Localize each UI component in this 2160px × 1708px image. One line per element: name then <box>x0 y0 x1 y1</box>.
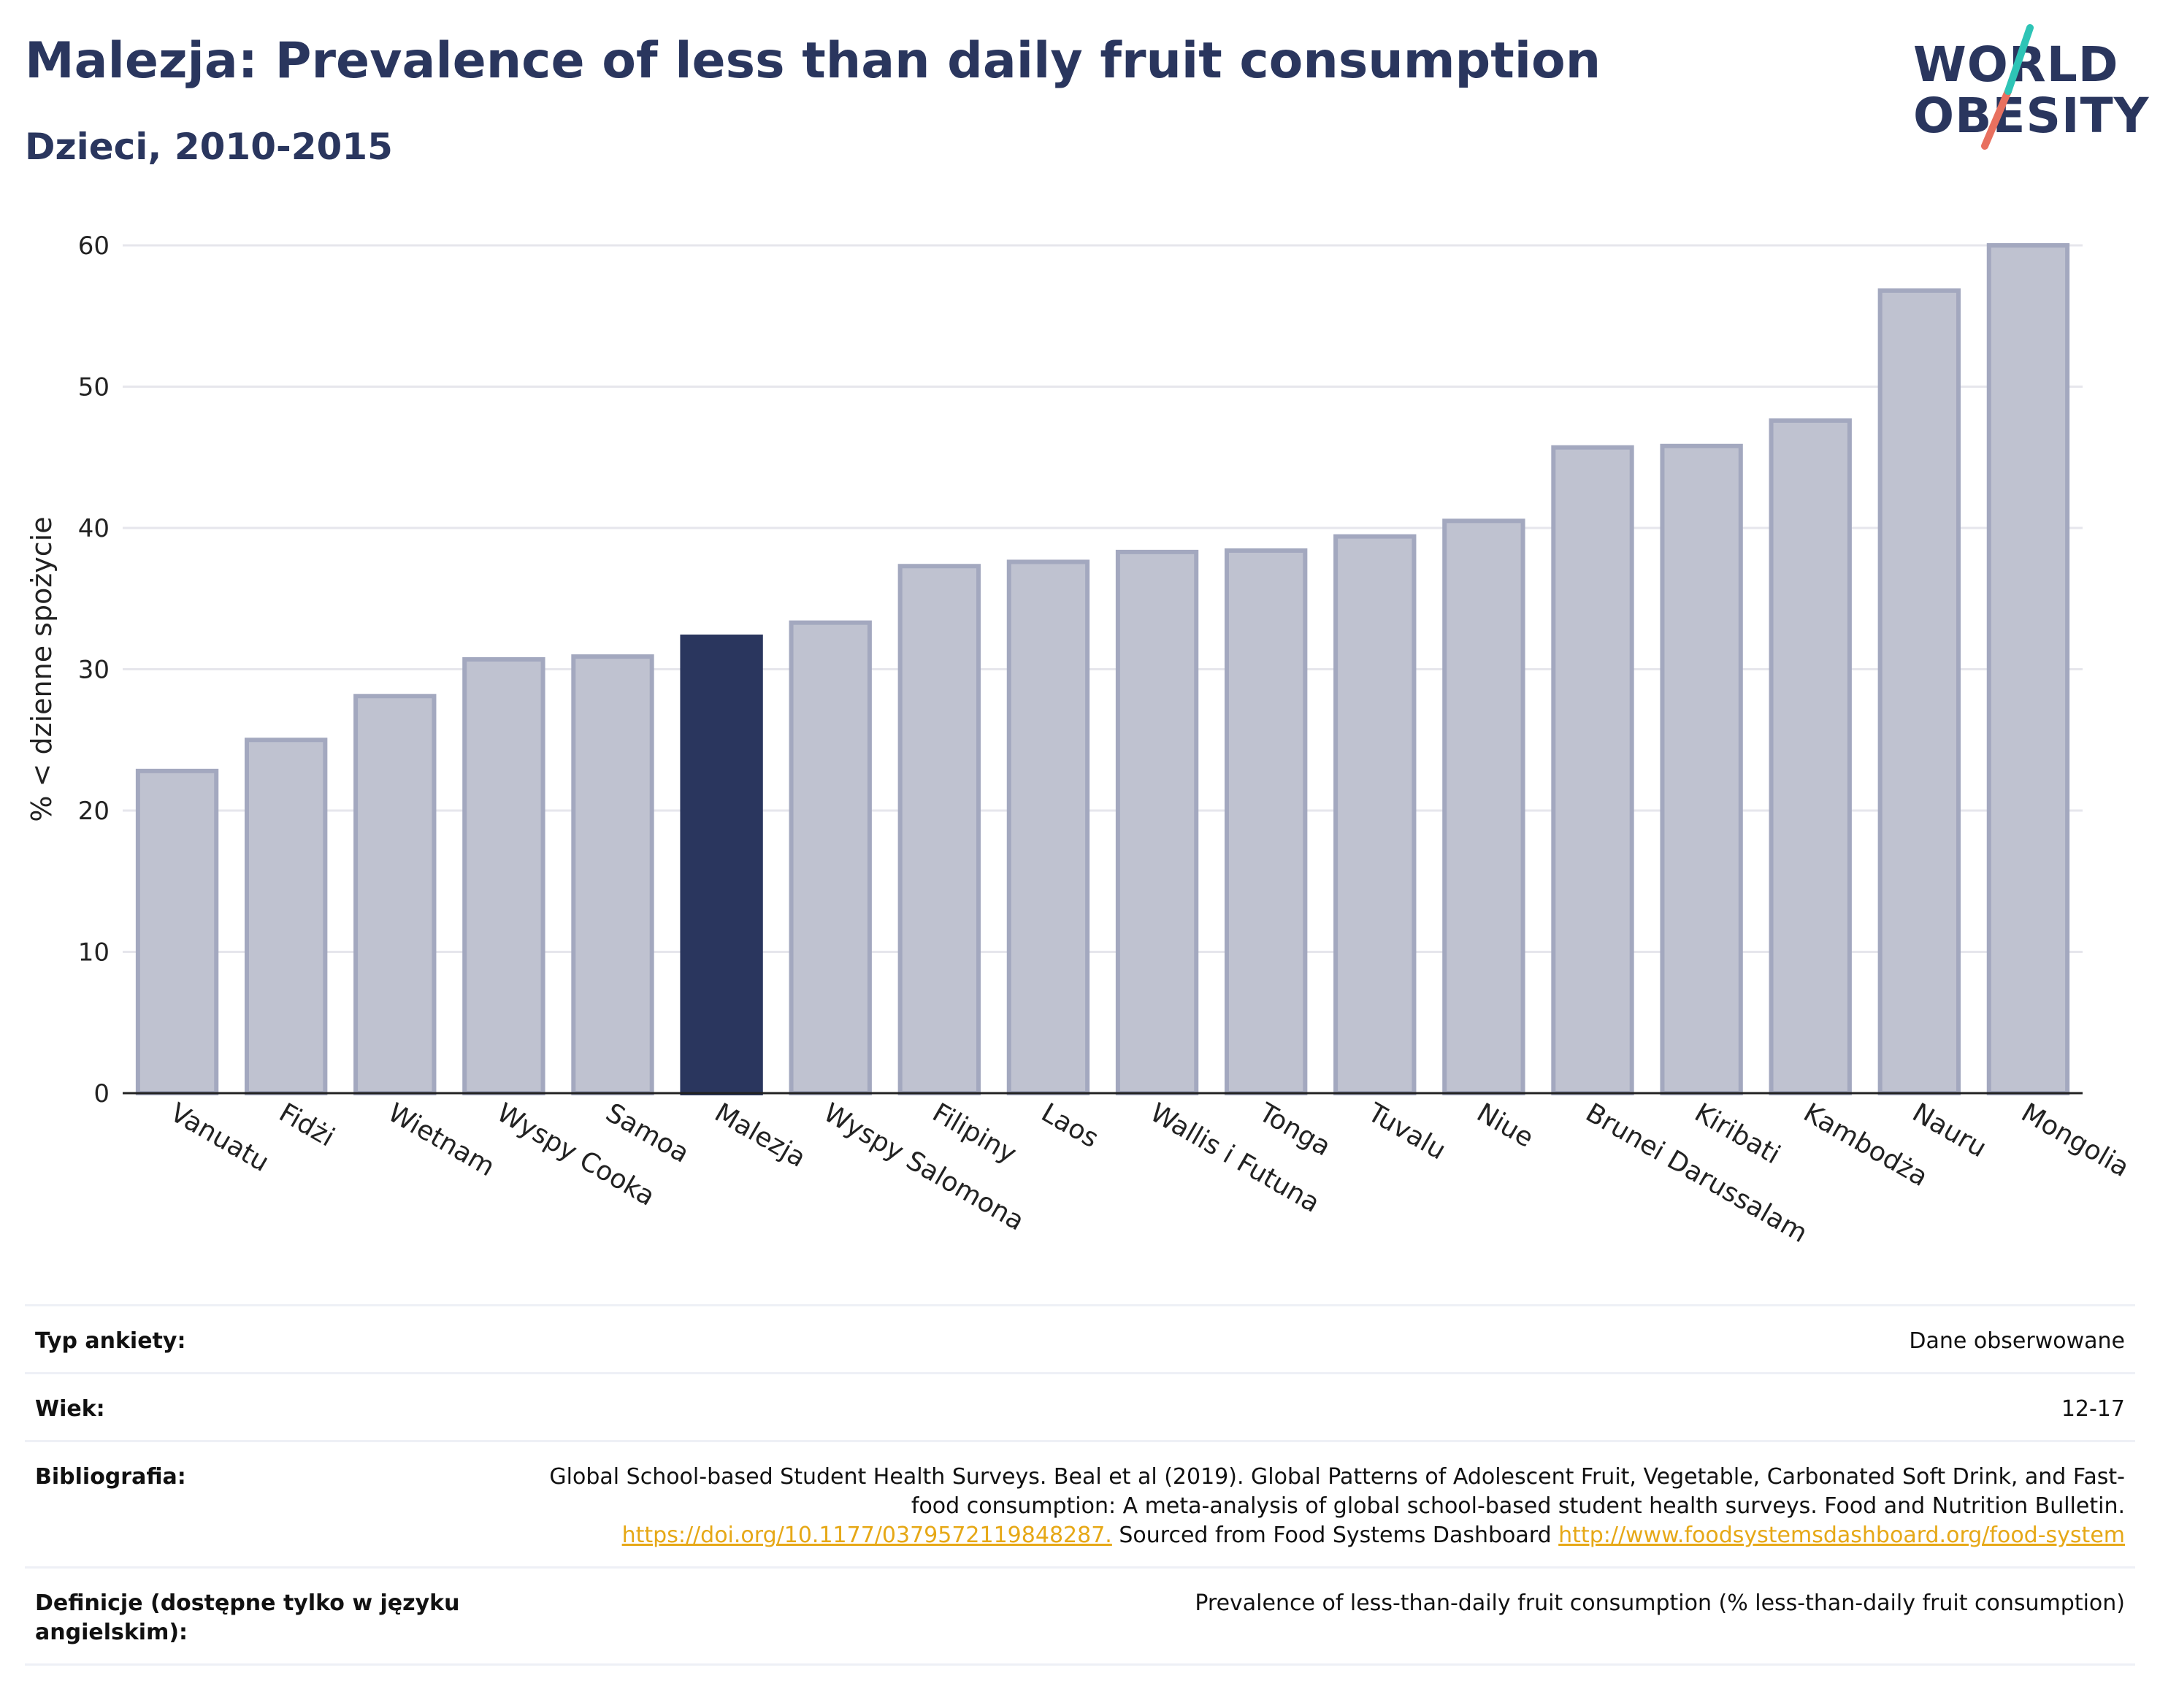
grid-lines <box>123 244 2083 953</box>
bars <box>135 243 2070 1095</box>
y-tick-label: 60 <box>78 231 110 261</box>
logo-line-obesity: OBESITY <box>1913 88 2150 144</box>
y-tick-label: 40 <box>78 514 110 543</box>
bar-fidżi <box>244 738 328 1095</box>
y-tick-label: 50 <box>78 373 110 402</box>
x-tick-label: Nauru <box>1907 1098 1991 1163</box>
x-tick-label: Fidżi <box>274 1098 340 1152</box>
x-tick-label: Wyspy Salomona <box>819 1098 1030 1236</box>
x-tick-label: Samoa <box>601 1098 694 1169</box>
bar-malezja <box>680 634 763 1095</box>
meta-label-age: Wiek: <box>35 1396 105 1422</box>
bar-kambodża <box>1769 418 1852 1095</box>
x-tick-label: Mongolia <box>2016 1098 2134 1183</box>
chart-subtitle: Dzieci, 2010-2015 <box>25 126 393 168</box>
y-tick-label: 10 <box>78 938 110 968</box>
x-tick-label: Tuvalu <box>1362 1098 1450 1166</box>
world-obesity-logo[interactable]: WORLD OBESITY <box>1899 22 2150 153</box>
bar-wietnam <box>353 694 437 1095</box>
x-tick-label: Laos <box>1036 1098 1103 1154</box>
bar-niue <box>1442 518 1525 1095</box>
bibliography-source-text: Sourced from Food Systems Dashboard <box>1111 1523 1559 1548</box>
meta-value-bibliography: Global School-based Student Health Surve… <box>502 1463 2125 1550</box>
x-tick-label: Malezja <box>710 1098 811 1173</box>
y-tick-label: 30 <box>78 656 110 685</box>
bar-wallis-i-futuna <box>1115 549 1199 1095</box>
bar-brunei-darussalam <box>1551 445 1634 1095</box>
bar-wyspy-cooka <box>462 656 545 1095</box>
meta-row-definitions: Definicje (dostępne tylko w języku angie… <box>25 1566 2135 1666</box>
meta-row-bibliography: Bibliografia: Global School-based Studen… <box>25 1440 2135 1566</box>
bar-filipiny <box>897 564 981 1095</box>
meta-label-definitions: Definicje (dostępne tylko w języku angie… <box>35 1590 460 1645</box>
meta-value-definitions: Prevalence of less-than-daily fruit cons… <box>1195 1590 2125 1616</box>
x-tick-label: Vanuatu <box>165 1098 274 1178</box>
x-tick-label: Tonga <box>1253 1098 1336 1163</box>
meta-value-age: 12-17 <box>2061 1396 2125 1422</box>
bar-mongolia <box>1986 243 2070 1095</box>
bar-tuvalu <box>1333 534 1417 1095</box>
y-tick-label: 0 <box>93 1079 110 1108</box>
bar-samoa <box>571 654 654 1095</box>
meta-label-survey-type: Typ ankiety: <box>35 1328 186 1354</box>
x-tick-label: Kambodża <box>1799 1098 1933 1192</box>
y-axis-title: % < dzienne spożycie <box>26 516 58 822</box>
logo-slash-icon <box>1981 24 2034 150</box>
meta-row-survey-type: Typ ankiety: Dane obserwowane <box>25 1304 2135 1372</box>
y-tick-label: 20 <box>78 797 110 826</box>
x-tick-label: Kiribati <box>1690 1098 1785 1170</box>
x-tick-label: Filipiny <box>927 1098 1022 1169</box>
bar-kiribati <box>1660 443 1743 1095</box>
y-axis: 0 10 20 30 40 50 60 <box>78 231 110 1108</box>
x-tick-label: Niue <box>1471 1098 1538 1153</box>
x-tick-label: Wietnam <box>383 1098 499 1182</box>
bar-nauru <box>1877 288 1961 1095</box>
meta-label-bibliography: Bibliografia: <box>35 1464 186 1490</box>
bar-vanuatu <box>135 768 219 1095</box>
bar-wyspy-salomona <box>789 620 872 1095</box>
doi-link[interactable]: https://doi.org/10.1177/0379572119848287… <box>621 1523 1112 1548</box>
bibliography-text: Global School-based Student Health Surve… <box>549 1464 2125 1519</box>
meta-value-survey-type: Dane obserwowane <box>1909 1328 2125 1354</box>
bar-laos <box>1006 559 1090 1095</box>
metadata-table: Typ ankiety: Dane obserwowane Wiek: 12-1… <box>25 1304 2135 1666</box>
meta-row-age: Wiek: 12-17 <box>25 1372 2135 1440</box>
food-systems-dashboard-link[interactable]: http://www.foodsystemsdashboard.org/food… <box>1558 1523 2125 1548</box>
chart-title: Malezja: Prevalence of less than daily f… <box>25 32 1601 90</box>
bar-tonga <box>1224 548 1308 1095</box>
